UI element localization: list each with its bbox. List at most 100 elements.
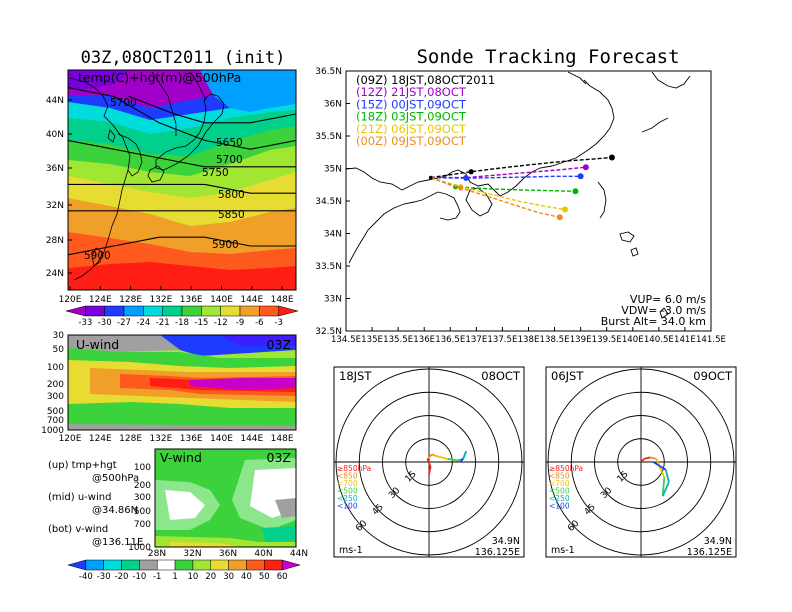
lon-tick-label: 128E: [119, 434, 142, 444]
lon-tick-label: 124E: [89, 295, 112, 305]
hodograph-segment: [426, 453, 433, 460]
note-line: (bot) v-wind: [48, 524, 108, 535]
wind-scale-label: -20: [115, 572, 129, 582]
wind-colorbar-swatch: [228, 559, 247, 571]
lon-tick-label: 120E: [59, 295, 82, 305]
lon-tick-label: 124E: [89, 434, 112, 444]
wind-colorbar-swatch: [281, 559, 301, 571]
hodograph-segment: [447, 458, 458, 462]
lon-tick-label: 137.5E: [487, 335, 517, 345]
hodograph-segment: [426, 458, 432, 467]
wind-scale-label: 50: [259, 572, 270, 582]
hodograph-legend-entry: <250: [337, 494, 358, 503]
map-label: temp(C)+hgt(m)@500hPa: [78, 70, 241, 85]
lon-tick-label: 148E: [271, 434, 294, 444]
lon-tick-label: 144E: [240, 434, 263, 444]
hodograph-segment: [664, 469, 670, 483]
temp-colorbar-swatch: [162, 305, 183, 317]
hodograph-lat: 34.9N: [492, 536, 520, 547]
lon-tick-label: 140E: [210, 434, 233, 444]
note-line: @136.11E: [92, 537, 143, 548]
vwind-band: [170, 542, 240, 547]
hodograph-segment: [661, 477, 666, 497]
hodograph-legend-entry: <850: [337, 472, 358, 481]
temp-colorbar-swatch: [239, 305, 260, 317]
hodograph-legend-entry: <500: [549, 487, 570, 496]
temp-band: [68, 262, 296, 290]
pressure-tick-label: 50: [53, 345, 65, 355]
lat-tick-label: 40N: [46, 130, 64, 140]
legend-entry: (18Z) 03JST,09OCT: [356, 110, 467, 124]
lat-tick-label: 28N: [148, 549, 166, 559]
hodograph-time: 18JST: [339, 369, 372, 383]
wind-colorbar-swatch: [246, 559, 265, 571]
temp-scale-label: -30: [98, 318, 112, 328]
hodograph-legend-entry: <700: [549, 479, 570, 488]
tracking-coastline: [346, 71, 691, 319]
lat-tick-label: 34N: [324, 230, 342, 240]
contour-label: 5700: [110, 97, 137, 109]
note-line: (mid) u-wind: [48, 492, 111, 503]
lat-tick-label: 35N: [324, 165, 342, 175]
lon-tick-label: 140E: [622, 335, 644, 345]
contour-label: 5750: [202, 167, 229, 179]
temp-scale-label: -9: [236, 318, 244, 328]
height-contours: [68, 87, 296, 256]
lon-tick-label: 136.5E: [435, 335, 465, 345]
temp-colorbar-swatch: [123, 305, 144, 317]
pressure-tick-label: 200: [134, 481, 151, 491]
landing-point: [577, 173, 584, 180]
wind-colorbar-swatch: [139, 559, 158, 571]
wind-colorbar-swatch: [103, 559, 122, 571]
pressure-tick-label: 30: [53, 331, 65, 341]
lat-tick-label: 24N: [46, 269, 64, 279]
hodograph-legend-entry: <100: [549, 502, 570, 511]
hodograph-segment: [431, 453, 436, 457]
legend-entry: (00Z) 09JST,09OCT: [356, 134, 467, 148]
lon-tick-label: 140E: [210, 295, 233, 305]
hodograph-segment: [462, 450, 468, 460]
uwind-band: [220, 335, 296, 346]
hodograph-legend-entry: <100: [337, 502, 358, 511]
temp-scale-label: -18: [175, 318, 189, 328]
map-frame: [67, 69, 297, 291]
contour-label: 5700: [216, 154, 243, 166]
note-line: (up) tmp+hgt: [48, 460, 117, 471]
lon-tick-label: 128E: [119, 295, 142, 305]
tracking-lat-ticks: 36.5N 36N 35.5N 35N 34.5N 34N 33.5N 33N 32.5N: [315, 67, 350, 337]
lat-tick-label: 44N: [46, 96, 64, 106]
lat-tick-label: 44N: [290, 549, 308, 559]
pressure-tick-label: 1000: [41, 426, 64, 436]
lon-tick-label: 144E: [240, 295, 263, 305]
vwind-pressure-ticks: 100 200 300 500 700 1000: [128, 463, 151, 553]
hodograph-legend-entry: <500: [337, 487, 358, 496]
wind-scale-label: -40: [79, 572, 93, 582]
param-line: Burst Alt= 34.0 km: [601, 315, 706, 328]
temp-colorbar-swatch: [181, 305, 202, 317]
hodograph-segment: [434, 454, 442, 459]
lon-tick-label: 138E: [518, 335, 540, 345]
hodograph-legend-entry: <700: [337, 479, 358, 488]
lat-tick-label: 34.5N: [315, 197, 342, 207]
wind-colorbar-swatch: [264, 559, 283, 571]
pressure-tick-label: 100: [134, 463, 151, 473]
hodograph-legend-entry: <250: [549, 494, 570, 503]
temperature-colorbar: -33 -30 -27 -24 -21 -18 -15 -12 -9 -6 -3: [65, 305, 299, 328]
lon-tick-label: 120E: [59, 434, 82, 444]
wind-scale-label: -30: [97, 572, 111, 582]
pressure-tick-label: 100: [47, 363, 64, 373]
pressure-tick-label: 300: [134, 493, 151, 503]
lat-tick-label: 32N: [183, 549, 201, 559]
pressure-tick-label: 700: [134, 520, 151, 530]
temp-colorbar-swatch: [278, 305, 299, 317]
lon-tick-label: 136E: [180, 295, 203, 305]
hodograph-segment: [658, 466, 666, 478]
lat-tick-label: 33N: [324, 295, 342, 305]
temp-scale-label: -21: [156, 318, 170, 328]
temp-colorbar-swatch: [220, 305, 241, 317]
wind-scale-label: -1: [153, 572, 161, 582]
hodograph-lon: 136.125E: [475, 547, 520, 558]
vwind-lat-ticks: 28N 32N 36N 40N 44N: [148, 549, 308, 559]
